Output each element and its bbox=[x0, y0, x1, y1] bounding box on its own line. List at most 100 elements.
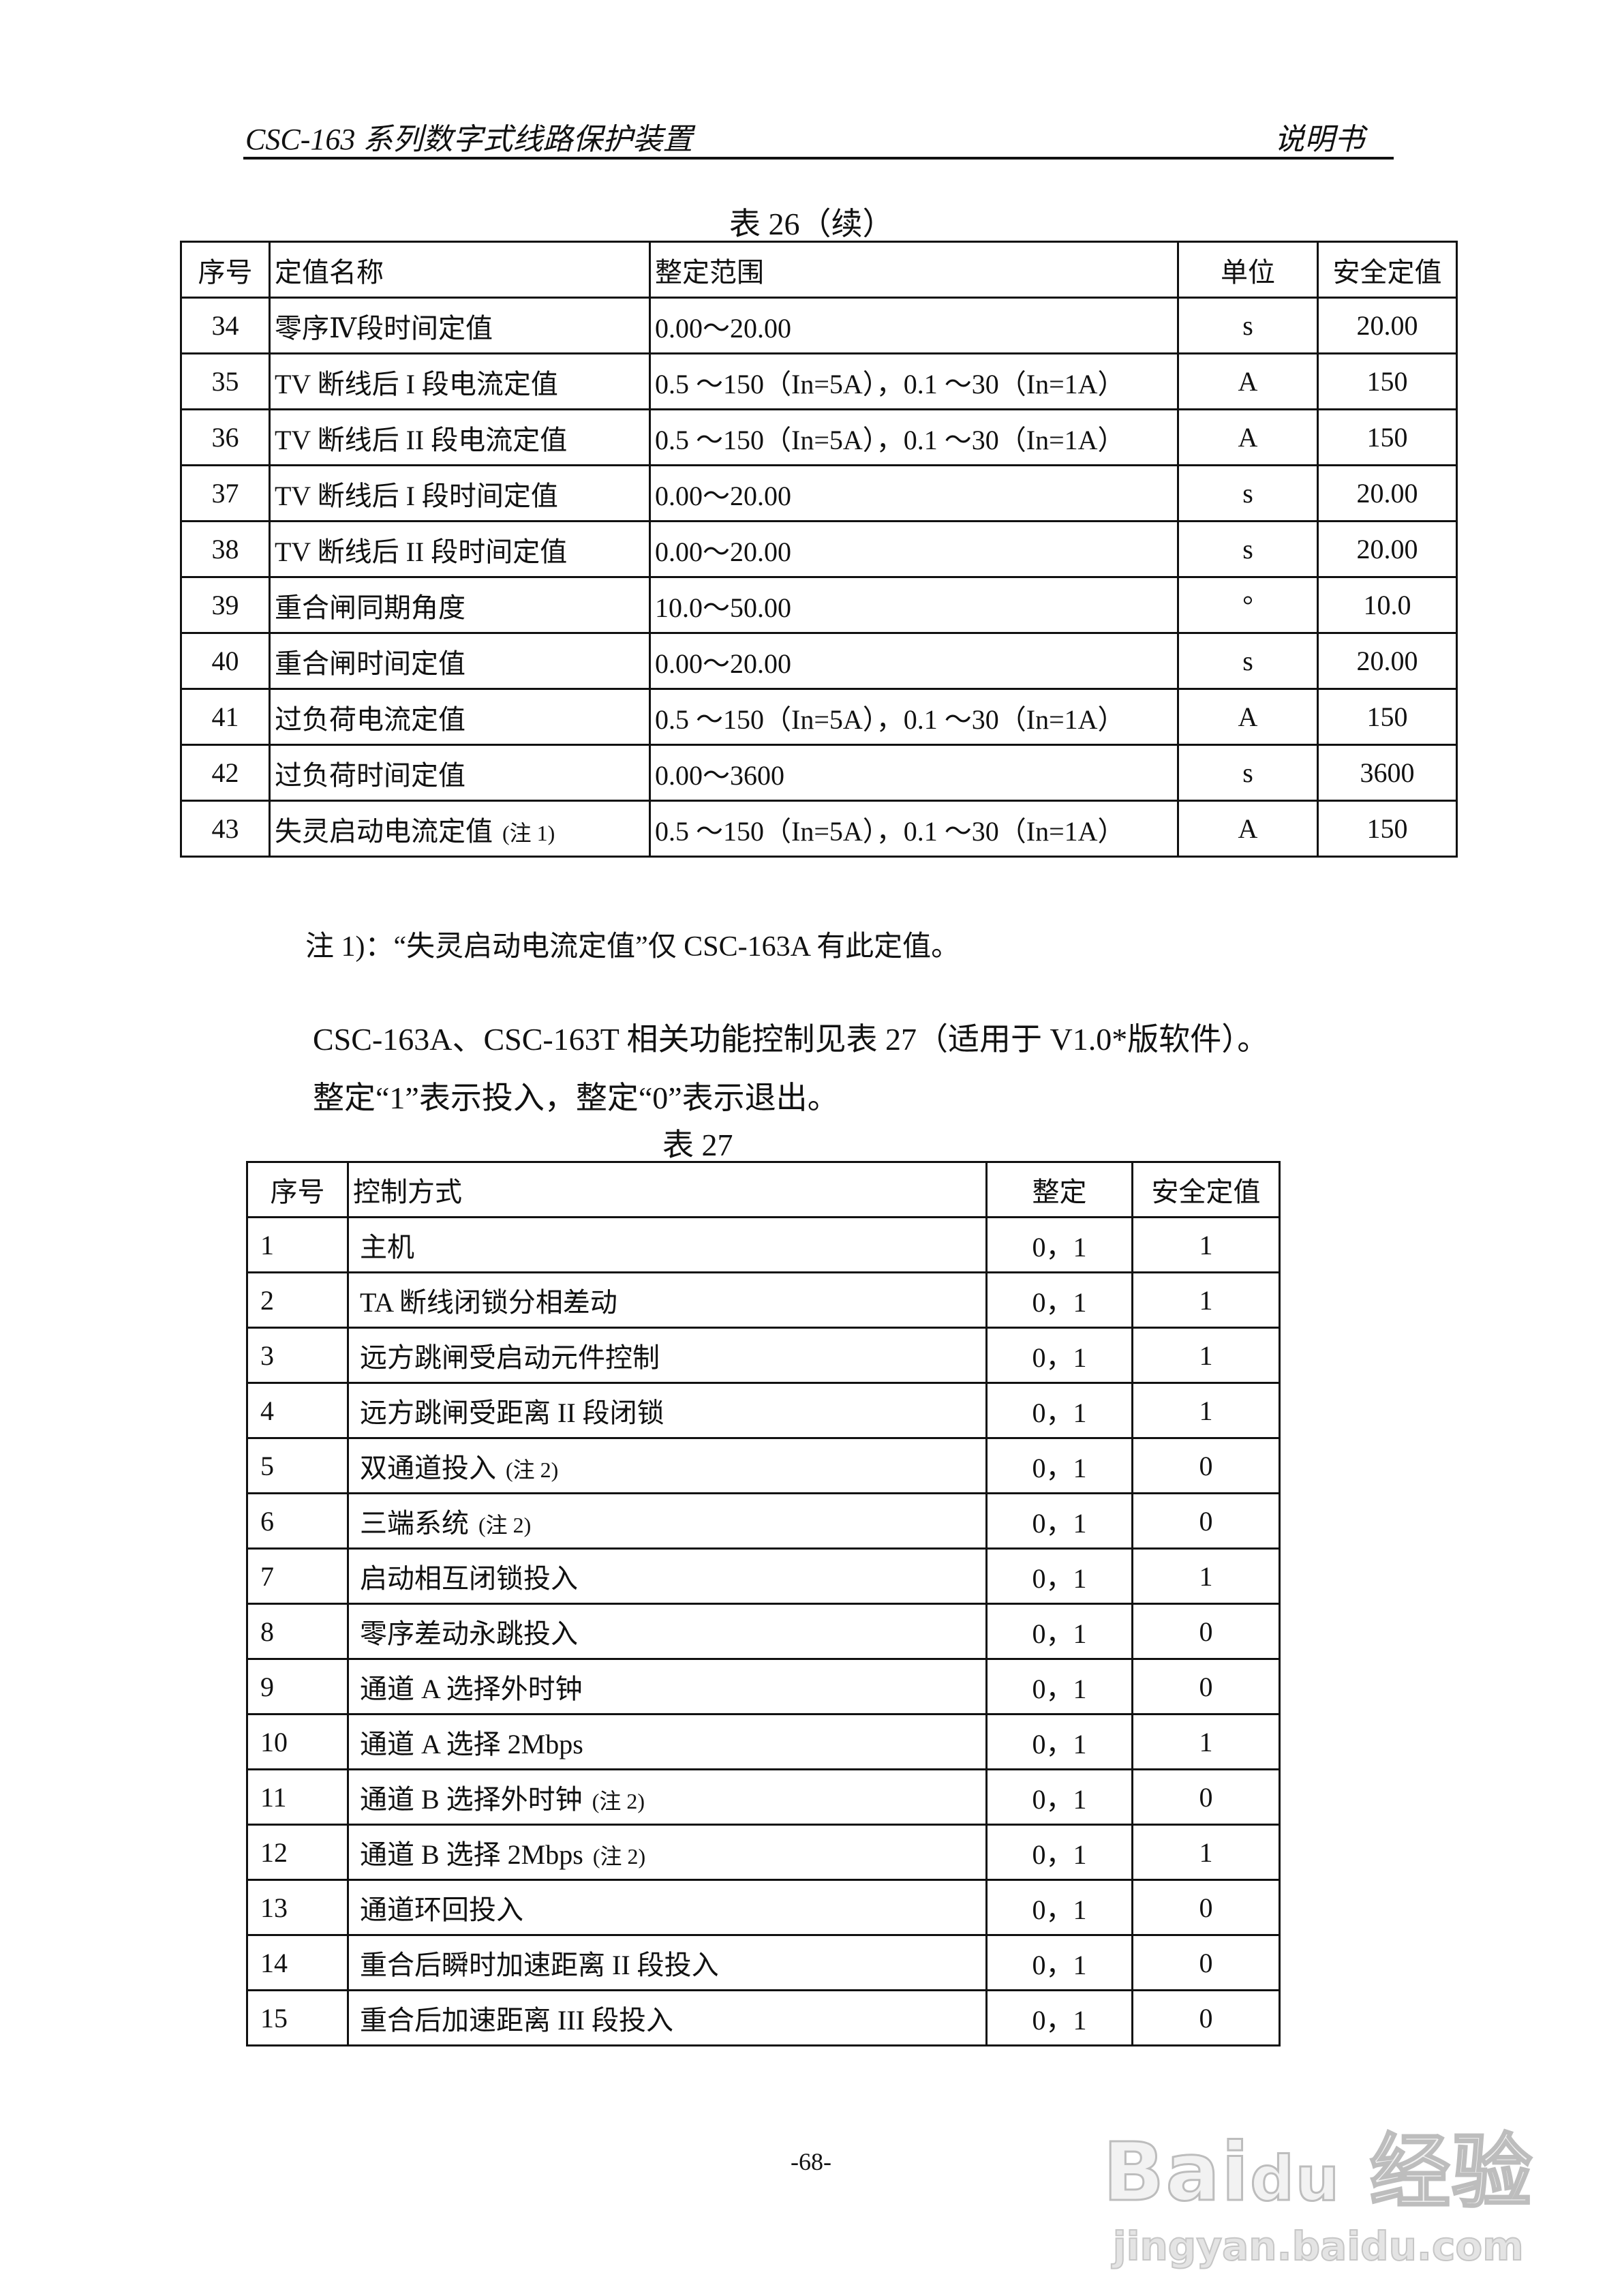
safe-value: 0 bbox=[1131, 1989, 1281, 2046]
table27-row: 14 重合后瞬时加速距离 II 段投入 0，1 0 bbox=[246, 1934, 1281, 1991]
row-number: 8 bbox=[246, 1603, 349, 1660]
table26-column-header: 序号 bbox=[180, 241, 271, 299]
safe-value: 20.00 bbox=[1317, 297, 1458, 354]
control-mode-cell: 零序差动永跳投入 bbox=[347, 1603, 988, 1660]
control-mode: 通道环回投入 bbox=[360, 1894, 523, 1925]
table26-row: 43 失灵启动电流定值 (注 1) 0.5 ～150（In=5A），0.1 ～30（I… bbox=[180, 800, 1458, 858]
setting-name-cell: TV 断线后 II 段时间定值 bbox=[269, 520, 651, 578]
setting-name: 零序Ⅳ段时间定值 bbox=[275, 312, 493, 344]
paragraph-1: CSC-163A、CSC-163T 相关功能控制见表 27（适用于 V1.0*版… bbox=[313, 1022, 1269, 1057]
table26-row: 41 过负荷电流定值 0.5 ～150（In=5A），0.1 ～30（In=1A） A… bbox=[180, 688, 1458, 746]
row-number: 7 bbox=[246, 1547, 349, 1605]
table27-row: 11 通道 B 选择外时钟 (注 2) 0，1 0 bbox=[246, 1768, 1281, 1826]
unit: s bbox=[1177, 297, 1319, 354]
control-mode-cell: 通道环回投入 bbox=[347, 1879, 988, 1936]
setting-options: 0，1 bbox=[985, 1437, 1133, 1494]
safe-value: 20.00 bbox=[1317, 632, 1458, 690]
setting-range: 0.00～20.00 bbox=[649, 520, 1179, 578]
setting-name-cell: TV 断线后 II 段电流定值 bbox=[269, 408, 651, 466]
setting-range: 0.00～20.00 bbox=[649, 464, 1179, 522]
setting-options: 0，1 bbox=[985, 1327, 1133, 1384]
row-number: 3 bbox=[246, 1327, 349, 1384]
control-mode-cell: 远方跳闸受启动元件控制 bbox=[347, 1327, 988, 1384]
control-mode-cell: 双通道投入 (注 2) bbox=[347, 1437, 988, 1494]
row-number: 10 bbox=[246, 1713, 349, 1770]
row-number: 15 bbox=[246, 1989, 349, 2046]
table26-row: 34 零序Ⅳ段时间定值 0.00～20.00 s 20.00 bbox=[180, 297, 1458, 354]
setting-name: 重合闸时间定值 bbox=[275, 648, 465, 679]
control-note: (注 2) bbox=[592, 1789, 645, 1813]
setting-range: 10.0～50.00 bbox=[649, 576, 1179, 634]
safe-value: 1 bbox=[1131, 1547, 1281, 1605]
control-mode: 通道 B 选择 2Mbps bbox=[360, 1839, 583, 1870]
unit: A bbox=[1177, 408, 1319, 466]
control-mode-cell: TA 断线闭锁分相差动 bbox=[347, 1271, 988, 1329]
setting-options: 0，1 bbox=[985, 1271, 1133, 1329]
setting-name: 过负荷时间定值 bbox=[275, 759, 465, 791]
table27-row: 4 远方跳闸受距离 II 段闭锁 0，1 1 bbox=[246, 1382, 1281, 1439]
setting-options: 0，1 bbox=[985, 1216, 1133, 1273]
safe-value: 0 bbox=[1131, 1934, 1281, 1991]
row-number: 36 bbox=[180, 408, 271, 466]
control-mode: 远方跳闸受距离 II 段闭锁 bbox=[360, 1398, 664, 1428]
safe-value: 150 bbox=[1317, 408, 1458, 466]
setting-name-cell: TV 断线后 I 段电流定值 bbox=[269, 352, 651, 410]
setting-name-cell: 零序Ⅳ段时间定值 bbox=[269, 297, 651, 354]
unit: A bbox=[1177, 352, 1319, 410]
table27-column-header: 安全定值 bbox=[1131, 1161, 1281, 1218]
setting-options: 0，1 bbox=[985, 1768, 1133, 1826]
control-mode: 三端系统 bbox=[360, 1508, 469, 1539]
control-mode: 通道 B 选择外时钟 bbox=[360, 1784, 583, 1815]
setting-options: 0，1 bbox=[985, 1658, 1133, 1715]
control-mode: 启动相互闭锁投入 bbox=[360, 1563, 578, 1594]
unit: s bbox=[1177, 744, 1319, 802]
unit: s bbox=[1177, 520, 1319, 578]
table26-column-header: 安全定值 bbox=[1317, 241, 1458, 299]
control-mode-cell: 通道 A 选择 2Mbps bbox=[347, 1713, 988, 1770]
row-number: 2 bbox=[246, 1271, 349, 1329]
control-mode-cell: 三端系统 (注 2) bbox=[347, 1492, 988, 1550]
row-number: 6 bbox=[246, 1492, 349, 1550]
control-mode-cell: 重合后加速距离 III 段投入 bbox=[347, 1989, 988, 2046]
table26: 序号 定值名称 整定范围 单位 安全定值 34 零序Ⅳ段时间定值 0.00～20.00 s 20.… bbox=[180, 241, 1458, 858]
table27-caption: 表 27 bbox=[662, 1128, 733, 1162]
table27-column-header: 整定 bbox=[985, 1161, 1133, 1218]
safe-value: 1 bbox=[1131, 1713, 1281, 1770]
table26-caption: 表 26（续） bbox=[729, 207, 894, 241]
table27-row: 3 远方跳闸受启动元件控制 0，1 1 bbox=[246, 1327, 1281, 1384]
row-number: 35 bbox=[180, 352, 271, 410]
setting-range: 0.5 ～150（In=5A），0.1 ～30（In=1A） bbox=[649, 352, 1179, 410]
setting-options: 0，1 bbox=[985, 1382, 1133, 1439]
setting-options: 0，1 bbox=[985, 1989, 1133, 2046]
row-number: 1 bbox=[246, 1216, 349, 1273]
control-mode: 通道 A 选择 2Mbps bbox=[360, 1729, 583, 1759]
table27-row: 2 TA 断线闭锁分相差动 0，1 1 bbox=[246, 1271, 1281, 1329]
safe-value: 0 bbox=[1131, 1658, 1281, 1715]
setting-range: 0.00～20.00 bbox=[649, 632, 1179, 690]
setting-name: TV 断线后 II 段时间定值 bbox=[275, 536, 568, 567]
safe-value: 1 bbox=[1131, 1271, 1281, 1329]
setting-name: 过负荷电流定值 bbox=[275, 704, 465, 735]
setting-note: (注 1) bbox=[502, 820, 555, 845]
row-number: 11 bbox=[246, 1768, 349, 1826]
safe-value: 1 bbox=[1131, 1327, 1281, 1384]
control-note: (注 2) bbox=[506, 1457, 559, 1482]
table27-row: 13 通道环回投入 0，1 0 bbox=[246, 1879, 1281, 1936]
setting-options: 0，1 bbox=[985, 1824, 1133, 1881]
control-mode: 双通道投入 bbox=[360, 1453, 496, 1483]
setting-range: 0.5 ～150（In=5A），0.1 ～30（In=1A） bbox=[649, 688, 1179, 746]
row-number: 13 bbox=[246, 1879, 349, 1936]
row-number: 37 bbox=[180, 464, 271, 522]
control-mode-cell: 启动相互闭锁投入 bbox=[347, 1547, 988, 1605]
setting-name: 重合闸同期角度 bbox=[275, 592, 465, 623]
setting-name: 失灵启动电流定值 bbox=[275, 815, 493, 847]
table27-row: 1 主机 0，1 1 bbox=[246, 1216, 1281, 1273]
row-number: 40 bbox=[180, 632, 271, 690]
table26-header-row: 序号 定值名称 整定范围 单位 安全定值 bbox=[180, 241, 1458, 299]
safe-value: 20.00 bbox=[1317, 464, 1458, 522]
row-number: 38 bbox=[180, 520, 271, 578]
row-number: 5 bbox=[246, 1437, 349, 1494]
control-mode: 重合后加速距离 III 段投入 bbox=[360, 2005, 673, 2036]
row-number: 9 bbox=[246, 1658, 349, 1715]
row-number: 12 bbox=[246, 1824, 349, 1881]
